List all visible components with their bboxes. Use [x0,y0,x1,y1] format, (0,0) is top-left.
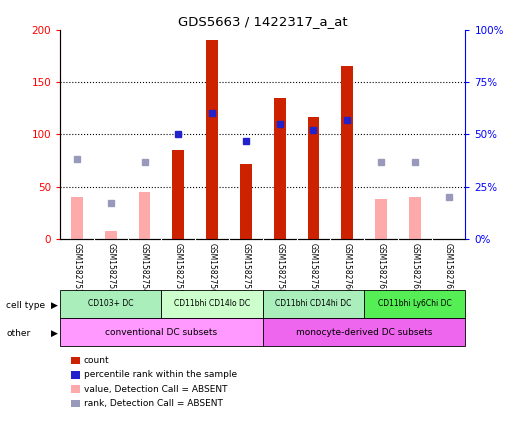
Bar [60,318,263,346]
Bar [308,116,320,239]
Text: GSM1582752: GSM1582752 [73,243,82,294]
Text: GSM1582755: GSM1582755 [174,243,183,294]
Text: value, Detection Call = ABSENT: value, Detection Call = ABSENT [84,385,227,394]
Text: GSM1582754: GSM1582754 [140,243,149,294]
Bar [364,290,465,318]
Bar [60,290,162,318]
Text: count: count [84,356,109,365]
Text: percentile rank within the sample: percentile rank within the sample [84,370,237,379]
Text: ▶: ▶ [51,301,58,310]
Text: other: other [6,329,30,338]
Text: CD103+ DC: CD103+ DC [88,299,133,308]
Text: GSM1582756: GSM1582756 [208,243,217,294]
Text: conventional DC subsets: conventional DC subsets [106,328,218,337]
Bar [375,199,387,239]
Bar [342,66,353,239]
Text: GSM1582762: GSM1582762 [411,243,419,294]
Text: CD11bhi CD14hi DC: CD11bhi CD14hi DC [275,299,351,308]
Bar [162,290,263,318]
Bar [173,150,184,239]
Text: GSM1582757: GSM1582757 [242,243,251,294]
Bar [71,197,83,239]
Text: GSM1582753: GSM1582753 [106,243,115,294]
Title: GDS5663 / 1422317_a_at: GDS5663 / 1422317_a_at [178,16,348,28]
Text: GSM1582760: GSM1582760 [343,243,352,294]
Text: monocyte-derived DC subsets: monocyte-derived DC subsets [296,328,433,337]
Text: cell type: cell type [6,301,46,310]
Bar [240,164,252,239]
Text: GSM1582763: GSM1582763 [444,243,453,294]
Bar [105,231,117,239]
Text: rank, Detection Call = ABSENT: rank, Detection Call = ABSENT [84,399,223,408]
Text: GSM1582759: GSM1582759 [309,243,318,294]
Text: GSM1582758: GSM1582758 [275,243,284,294]
Bar [263,318,465,346]
Bar [263,290,364,318]
Text: CD11bhi CD14lo DC: CD11bhi CD14lo DC [174,299,250,308]
Text: ▶: ▶ [51,329,58,338]
Bar [206,40,218,239]
Text: CD11bhi Ly6Chi DC: CD11bhi Ly6Chi DC [378,299,452,308]
Bar [139,192,151,239]
Bar [409,197,420,239]
Bar [274,98,286,239]
Text: GSM1582761: GSM1582761 [377,243,385,294]
